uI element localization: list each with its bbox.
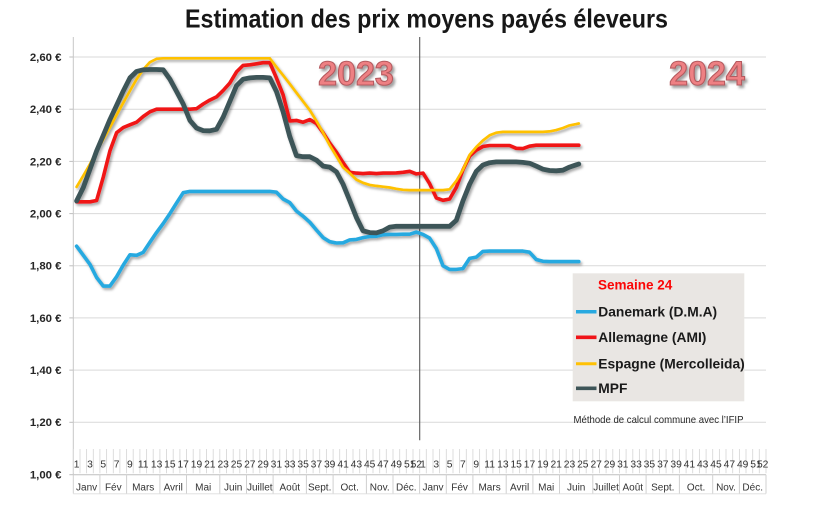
svg-text:37: 37 <box>311 459 323 470</box>
svg-text:3: 3 <box>433 459 439 470</box>
svg-text:31: 31 <box>271 459 283 470</box>
svg-text:Mai: Mai <box>538 483 554 494</box>
svg-text:Janv: Janv <box>422 483 443 494</box>
svg-text:41: 41 <box>337 459 349 470</box>
svg-text:2,00 €: 2,00 € <box>30 209 62 221</box>
svg-text:23: 23 <box>564 459 576 470</box>
svg-text:9: 9 <box>127 459 133 470</box>
svg-text:Janv: Janv <box>76 483 97 494</box>
svg-text:1,80 €: 1,80 € <box>30 261 62 273</box>
svg-text:1,60 €: 1,60 € <box>30 313 62 325</box>
svg-text:52: 52 <box>757 459 769 470</box>
svg-text:3: 3 <box>87 459 93 470</box>
svg-text:Déc.: Déc. <box>396 483 417 494</box>
svg-text:Danemark (D.M.A): Danemark (D.M.A) <box>598 305 717 320</box>
svg-text:Mars: Mars <box>478 483 500 494</box>
svg-text:Nov.: Nov. <box>716 483 736 494</box>
svg-text:5: 5 <box>100 459 106 470</box>
svg-text:Juillet: Juillet <box>247 483 273 494</box>
svg-text:Déc.: Déc. <box>742 483 763 494</box>
svg-text:47: 47 <box>377 459 389 470</box>
svg-text:17: 17 <box>177 459 189 470</box>
svg-text:Avril: Avril <box>164 483 183 494</box>
svg-text:35: 35 <box>297 459 309 470</box>
svg-text:Oct.: Oct. <box>687 483 705 494</box>
svg-text:1: 1 <box>74 459 80 470</box>
svg-text:45: 45 <box>364 459 376 470</box>
svg-text:13: 13 <box>497 459 509 470</box>
svg-text:29: 29 <box>604 459 616 470</box>
svg-text:39: 39 <box>324 459 336 470</box>
svg-text:Nov.: Nov. <box>370 483 390 494</box>
svg-text:17: 17 <box>524 459 536 470</box>
svg-text:21: 21 <box>550 459 562 470</box>
svg-text:1,00 €: 1,00 € <box>30 469 62 481</box>
svg-text:Espagne (Mercolleida): Espagne (Mercolleida) <box>598 357 744 372</box>
svg-text:2023: 2023 <box>318 55 394 93</box>
svg-text:25: 25 <box>231 459 243 470</box>
svg-text:51: 51 <box>750 459 762 470</box>
svg-text:33: 33 <box>630 459 642 470</box>
svg-text:MPF: MPF <box>598 381 627 396</box>
svg-text:45: 45 <box>710 459 722 470</box>
svg-text:1,40 €: 1,40 € <box>30 365 62 377</box>
svg-text:Fév: Fév <box>451 483 468 494</box>
svg-text:25: 25 <box>577 459 589 470</box>
svg-text:11: 11 <box>484 459 495 470</box>
svg-text:Sept.: Sept. <box>308 483 331 494</box>
svg-text:Semaine 24: Semaine 24 <box>598 278 673 293</box>
svg-text:19: 19 <box>537 459 549 470</box>
svg-text:43: 43 <box>697 459 709 470</box>
svg-text:47: 47 <box>724 459 736 470</box>
svg-text:13: 13 <box>151 459 163 470</box>
svg-text:43: 43 <box>351 459 363 470</box>
svg-text:21: 21 <box>204 459 216 470</box>
svg-text:11: 11 <box>138 459 149 470</box>
svg-text:Juillet: Juillet <box>593 483 619 494</box>
svg-text:41: 41 <box>684 459 696 470</box>
svg-text:35: 35 <box>644 459 656 470</box>
svg-text:2,20 €: 2,20 € <box>30 156 62 168</box>
svg-text:2,40 €: 2,40 € <box>30 104 62 116</box>
svg-text:Oct.: Oct. <box>341 483 359 494</box>
svg-text:Sept.: Sept. <box>651 483 674 494</box>
svg-text:23: 23 <box>217 459 229 470</box>
svg-text:52: 52 <box>411 459 423 470</box>
svg-text:Méthode de calcul commune avec: Méthode de calcul commune avec l’IFIP <box>574 415 744 426</box>
svg-text:Mars: Mars <box>132 483 154 494</box>
svg-text:39: 39 <box>670 459 682 470</box>
svg-text:Août: Août <box>623 483 644 494</box>
svg-text:2024: 2024 <box>669 55 745 93</box>
svg-text:33: 33 <box>284 459 296 470</box>
svg-text:Juin: Juin <box>224 483 242 494</box>
svg-text:1: 1 <box>420 459 426 470</box>
svg-text:15: 15 <box>164 459 176 470</box>
svg-text:2,60 €: 2,60 € <box>30 52 62 64</box>
svg-text:49: 49 <box>737 459 749 470</box>
svg-text:Allemagne (AMI): Allemagne (AMI) <box>598 330 706 345</box>
svg-text:27: 27 <box>244 459 256 470</box>
svg-text:Estimation des prix moyens pay: Estimation des prix moyens payés éleveur… <box>185 4 668 34</box>
svg-text:5: 5 <box>447 459 453 470</box>
svg-text:37: 37 <box>657 459 669 470</box>
svg-text:Mai: Mai <box>195 483 211 494</box>
svg-text:49: 49 <box>391 459 403 470</box>
svg-text:51: 51 <box>404 459 416 470</box>
svg-text:27: 27 <box>590 459 602 470</box>
svg-text:Juin: Juin <box>567 483 585 494</box>
svg-text:29: 29 <box>257 459 269 470</box>
svg-text:1,20 €: 1,20 € <box>30 417 62 429</box>
svg-text:Août: Août <box>280 483 301 494</box>
svg-text:19: 19 <box>191 459 203 470</box>
svg-text:9: 9 <box>473 459 479 470</box>
svg-text:15: 15 <box>510 459 522 470</box>
svg-text:31: 31 <box>617 459 629 470</box>
svg-text:Avril: Avril <box>510 483 529 494</box>
svg-text:7: 7 <box>114 459 120 470</box>
svg-text:7: 7 <box>460 459 466 470</box>
svg-text:Fév: Fév <box>105 483 122 494</box>
